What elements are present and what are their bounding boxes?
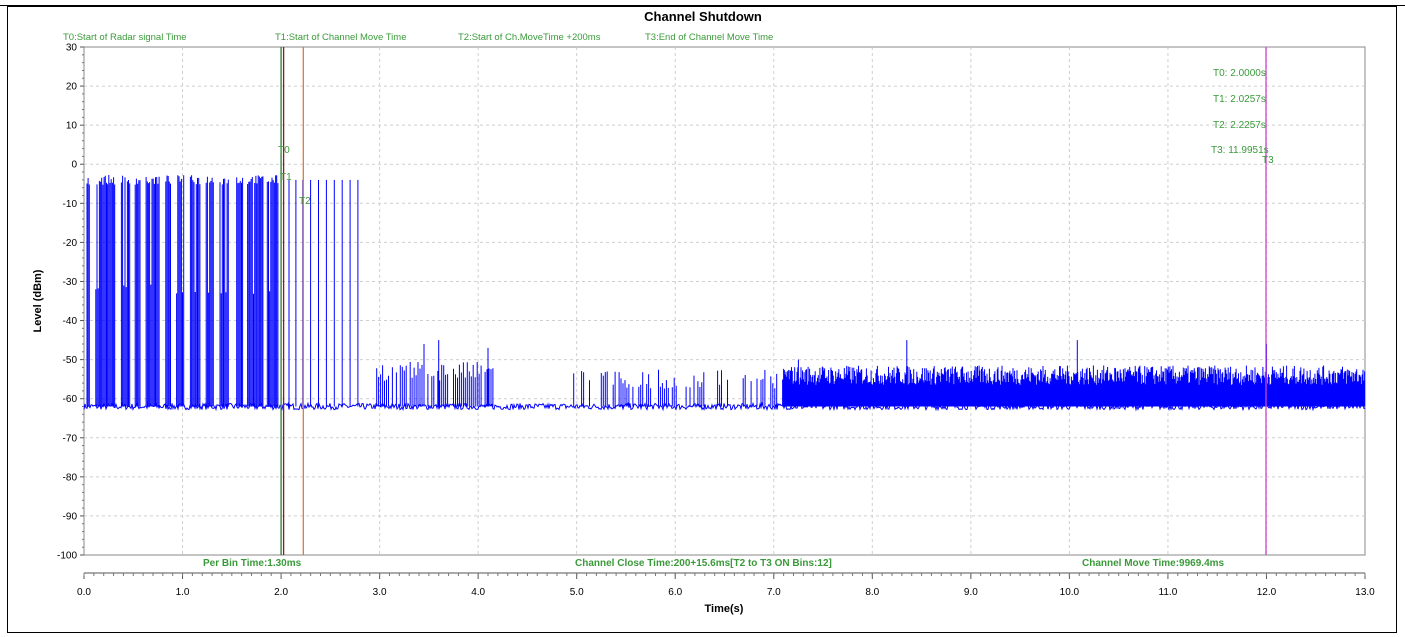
plot-area	[83, 46, 1366, 556]
x-tick-label: 7.0	[767, 587, 781, 598]
y-tick-label: -20	[63, 238, 78, 249]
y-tick-label: -60	[63, 394, 78, 405]
stat-per-bin: Per Bin Time:1.30ms	[203, 558, 302, 569]
marker-tag-t3: T3	[1262, 155, 1274, 166]
x-axis-title: Time(s)	[705, 603, 744, 615]
y-tick-label: 10	[66, 121, 78, 132]
legend-t3: T3:End of Channel Move Time	[645, 32, 773, 43]
signal-series	[83, 175, 1366, 412]
stat-move-time: Channel Move Time:9969.4ms	[1082, 558, 1225, 569]
x-tick-label: 5.0	[570, 587, 584, 598]
stat-close-time: Channel Close Time:200+15.6ms[T2 to T3 O…	[575, 558, 832, 569]
marker-value-t2: T2: 2.2257s	[1213, 120, 1266, 131]
chart-frame	[7, 6, 1397, 633]
x-tick-label: 8.0	[865, 587, 879, 598]
x-tick-label: 2.0	[274, 587, 288, 598]
x-tick-label: 10.0	[1060, 587, 1080, 598]
x-tick-label: 6.0	[668, 587, 682, 598]
marker-value-t0: T0: 2.0000s	[1213, 68, 1266, 79]
marker-tag-t2: T2	[299, 196, 311, 207]
signal-trace	[83, 175, 1366, 412]
x-tick-label: 3.0	[373, 587, 387, 598]
x-tick-label: 12.0	[1257, 587, 1277, 598]
y-tick-label: 0	[71, 160, 77, 171]
y-tick-label: -10	[63, 199, 78, 210]
marker-tag-t0: T0	[278, 145, 290, 156]
legend-t0: T0:Start of Radar signal Time	[63, 32, 187, 43]
x-tick-label: 13.0	[1355, 587, 1375, 598]
y-tick-label: 30	[66, 43, 78, 54]
legend-t1: T1:Start of Channel Move Time	[275, 32, 406, 43]
y-tick-label: -70	[63, 433, 78, 444]
y-tick-label: -80	[63, 472, 78, 483]
x-axis-ticks: 0.0 1.0 2.0 3.0 4.0 5.0 6.0 7.0 8.0 9.0 10.0 11.0 12…	[77, 572, 1375, 598]
chart-title: Channel Shutdown	[644, 9, 762, 24]
y-tick-label: 20	[66, 82, 78, 93]
y-tick-label: -50	[63, 355, 78, 366]
y-axis-title: Level (dBm)	[32, 269, 44, 332]
x-tick-label: 4.0	[471, 587, 485, 598]
x-tick-label: 9.0	[964, 587, 978, 598]
x-tick-label: 0.0	[77, 587, 91, 598]
y-tick-label: -30	[63, 277, 78, 288]
x-tick-label: 11.0	[1159, 587, 1178, 598]
marker-value-t1: T1: 2.0257s	[1213, 94, 1266, 105]
marker-tag-t1: T1	[280, 172, 292, 183]
x-tick-label: 1.0	[176, 587, 190, 598]
y-axis-ticks: 30 20 10 0 -10 -20 -30 -40 -50 -60 -70 -80 -90 -100	[57, 43, 84, 562]
y-tick-label: -100	[57, 551, 77, 562]
time-markers	[280, 47, 1267, 555]
top-border	[0, 0, 1405, 6]
y-tick-label: -90	[63, 511, 78, 522]
y-tick-label: -40	[63, 316, 78, 327]
legend-t2: T2:Start of Ch.MoveTime +200ms	[458, 32, 601, 43]
marker-value-t3: T3: 11.9951s	[1211, 145, 1269, 156]
